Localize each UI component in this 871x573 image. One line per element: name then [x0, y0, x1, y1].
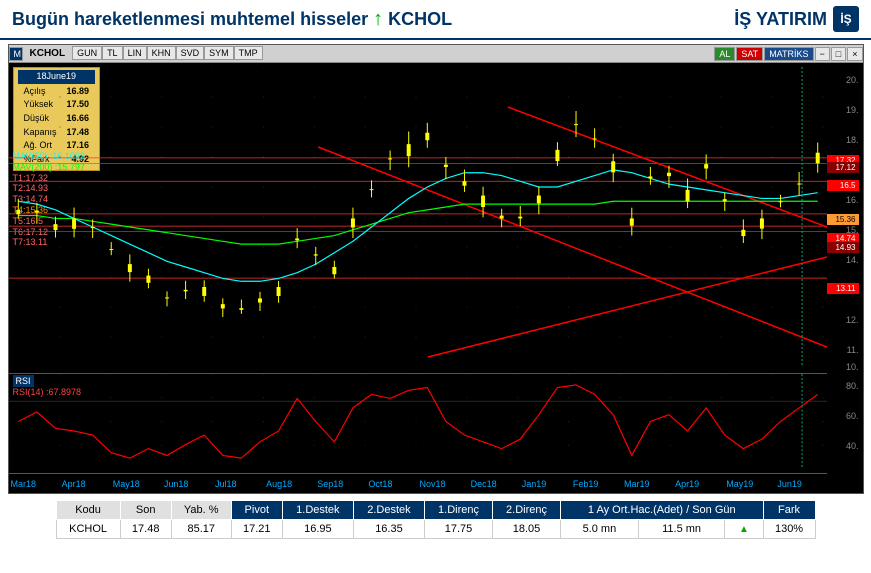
cell-10: ▲ [725, 520, 763, 539]
time-axis: Mar18Apr18May18Jun18Jul18Aug18Sep18Oct18… [9, 473, 827, 493]
tb-btn-gun[interactable]: GUN [72, 46, 102, 60]
col-8: 1 Ay Ort.Hac.(Adet) / Son Gün [561, 501, 764, 520]
close-icon[interactable]: × [847, 47, 862, 61]
sell-button[interactable]: SAT [736, 47, 763, 61]
cell-7: 18.05 [493, 520, 561, 539]
col-9: Fark [763, 501, 815, 520]
col-2: Yab. % [171, 501, 231, 520]
price-chart[interactable] [9, 67, 827, 367]
rsi-y-axis: 80.60.40. [827, 373, 863, 469]
tb-btn-khn[interactable]: KHN [147, 46, 176, 60]
rsi-chart[interactable] [9, 373, 827, 469]
table-header-row: KoduSonYab. %Pivot1.Destek2.Destek1.Dire… [56, 501, 815, 520]
col-7: 2.Direnç [493, 501, 561, 520]
brand-logo-icon: İŞ [833, 6, 859, 32]
up-arrow-icon: ↑ [373, 8, 383, 30]
tb-btn-svd[interactable]: SVD [176, 46, 205, 60]
cell-8: 5.0 mn [561, 520, 639, 539]
tb-btn-lin[interactable]: LIN [123, 46, 147, 60]
title-symbol: KCHOL [388, 9, 452, 29]
menu-icon[interactable]: M [9, 47, 23, 61]
tb-btn-tmp[interactable]: TMP [234, 46, 263, 60]
chart-toolbar: M KCHOL GUNTLLINKHNSVDSYMTMP AL SAT MATR… [9, 45, 863, 63]
cell-5: 16.35 [353, 520, 424, 539]
page-header: Bugün hareketlenmesi muhtemel hisseler ↑… [0, 0, 871, 40]
cell-3: 17.21 [231, 520, 282, 539]
tb-btn-tl[interactable]: TL [102, 46, 123, 60]
cell-2: 85.17 [171, 520, 231, 539]
brand: İŞ YATIRIM İŞ [734, 6, 859, 32]
cell-9: 11.5 mn [638, 520, 725, 539]
col-6: 1.Direnç [425, 501, 493, 520]
col-4: 1.Destek [282, 501, 353, 520]
page-title: Bugün hareketlenmesi muhtemel hisseler ↑… [12, 8, 452, 31]
cell-0: KCHOL [56, 520, 120, 539]
summary-table: KoduSonYab. %Pivot1.Destek2.Destek1.Dire… [56, 500, 816, 539]
title-text: Bugün hareketlenmesi muhtemel hisseler [12, 9, 368, 29]
toolbar-symbol: KCHOL [24, 48, 72, 59]
cell-4: 16.95 [282, 520, 353, 539]
col-3: Pivot [231, 501, 282, 520]
up-triangle-icon: ▲ [739, 524, 749, 535]
maximize-icon[interactable]: □ [831, 47, 846, 61]
buy-button[interactable]: AL [714, 47, 735, 61]
tb-btn-sym[interactable]: SYM [204, 46, 234, 60]
table-row: KCHOL17.4885.1717.2116.9516.3517.7518.05… [56, 520, 815, 539]
col-5: 2.Destek [353, 501, 424, 520]
cell-1: 17.48 [120, 520, 171, 539]
col-0: Kodu [56, 501, 120, 520]
minimize-icon[interactable]: − [815, 47, 830, 61]
cell-6: 17.75 [425, 520, 493, 539]
col-1: Son [120, 501, 171, 520]
matriks-button[interactable]: MATRİKS [764, 47, 813, 61]
brand-name: İŞ YATIRIM [734, 9, 827, 30]
price-y-axis: 20.19.18.17.16.15.14.13.12.11.10.17.3217… [827, 67, 863, 367]
cell-11: 130% [763, 520, 815, 539]
chart-terminal: M KCHOL GUNTLLINKHNSVDSYMTMP AL SAT MATR… [8, 44, 864, 494]
